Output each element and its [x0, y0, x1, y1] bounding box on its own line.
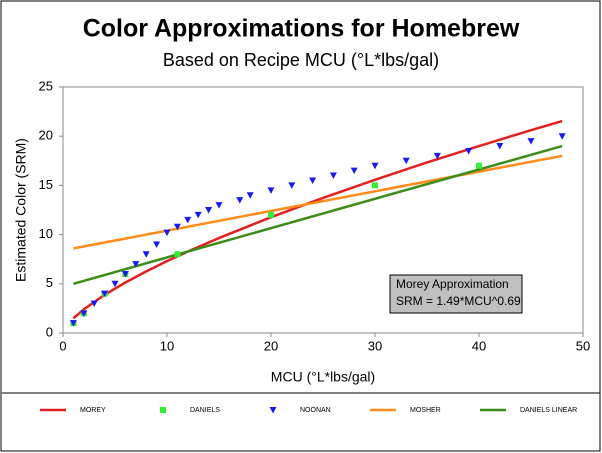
point [80, 310, 88, 317]
y-tick-label: 15 [39, 177, 53, 192]
point [267, 187, 275, 194]
series-line [73, 144, 563, 286]
point [402, 157, 410, 165]
x-tick-label: 30 [368, 338, 382, 353]
x-tick-label: 40 [472, 338, 486, 353]
point [173, 223, 181, 231]
point [215, 202, 223, 209]
point [132, 261, 140, 268]
annotation: Morey Approximation SRM = 1.49*MCU^0.69 [389, 274, 523, 314]
point [329, 172, 337, 180]
legend-label: NOONAN [300, 407, 331, 414]
point [288, 182, 296, 189]
legend-label: DANIELS [190, 407, 220, 414]
x-tick-label: 10 [160, 338, 174, 353]
point [121, 270, 129, 278]
point [142, 251, 150, 258]
legend-swatch [160, 407, 166, 413]
point [69, 320, 77, 327]
point [184, 216, 192, 224]
legend-swatch [269, 407, 277, 414]
legend-label: MOREY [80, 407, 106, 414]
annotation-box [389, 274, 523, 314]
series-line [73, 154, 563, 250]
annotation-text: SRM = 1.49*MCU^0.69 [396, 294, 521, 308]
point [527, 138, 535, 145]
point [558, 133, 566, 140]
y-tick-label: 10 [39, 226, 53, 241]
chart-title: Color Approximations for Homebrew [83, 15, 520, 43]
legend-label: MOSHER [410, 407, 441, 414]
point [433, 152, 441, 160]
y-tick-label: 5 [46, 275, 53, 290]
x-axis-label: MCU (°L*lbs/gal) [271, 369, 375, 385]
point [90, 300, 98, 307]
point [372, 182, 378, 189]
point [194, 211, 202, 219]
y-tick-label: 0 [46, 324, 53, 339]
y-tick-label: 20 [39, 128, 53, 143]
plot-frame [62, 86, 584, 334]
point [153, 241, 161, 248]
point [309, 177, 317, 184]
point [101, 290, 109, 298]
x-tick-label: 0 [59, 338, 66, 353]
x-tick-label: 50 [576, 338, 590, 353]
point [476, 162, 482, 169]
point [163, 229, 171, 237]
series-line [72, 119, 563, 320]
y-axis-label: Estimated Color (SRM) [13, 138, 29, 282]
annotation-text: Morey Approximation [396, 277, 509, 291]
point [371, 162, 379, 170]
x-tick-label: 20 [264, 338, 278, 353]
point [205, 207, 213, 214]
point [236, 197, 244, 204]
point [174, 251, 181, 258]
chart-subtitle: Based on Recipe MCU (°L*lbs/gal) [163, 50, 439, 70]
y-tick-label: 25 [39, 78, 53, 93]
legend-label: DANIELS LINEAR [520, 407, 577, 414]
point [496, 143, 504, 150]
point [246, 192, 254, 199]
point [111, 280, 119, 288]
point [268, 211, 274, 218]
point [465, 147, 473, 155]
point [350, 167, 358, 175]
